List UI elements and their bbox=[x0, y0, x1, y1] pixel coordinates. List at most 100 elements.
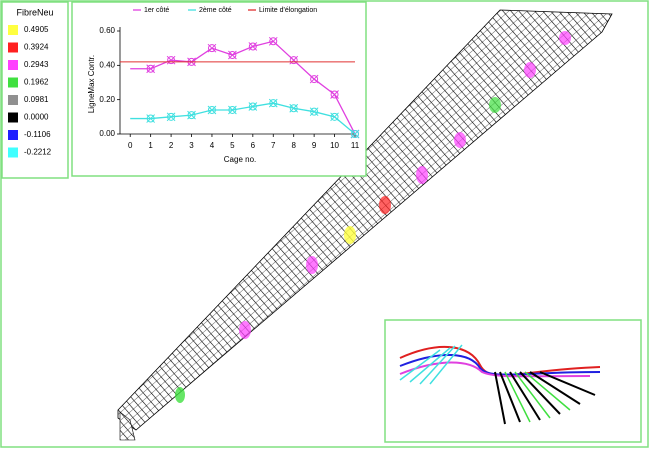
marker-circle bbox=[248, 102, 257, 111]
marker-circle bbox=[310, 75, 319, 84]
swatch bbox=[8, 95, 18, 105]
marker bbox=[207, 105, 217, 115]
marker-cross bbox=[207, 105, 217, 115]
marker-circle bbox=[351, 130, 359, 138]
scale-label: 0.2943 bbox=[24, 60, 49, 69]
swatch bbox=[8, 130, 18, 140]
legend-label: 1er côté bbox=[144, 7, 169, 14]
marker-cross bbox=[187, 110, 196, 120]
marker-cross bbox=[330, 90, 339, 99]
marker bbox=[309, 107, 319, 117]
marker-cross bbox=[146, 114, 156, 123]
mesh-view bbox=[117, 9, 613, 441]
marker-cross bbox=[166, 55, 176, 65]
scale-label: 0.4905 bbox=[24, 25, 49, 34]
marker-cross bbox=[166, 112, 176, 122]
marker bbox=[268, 98, 278, 108]
swatch bbox=[8, 42, 18, 53]
marker bbox=[146, 64, 156, 74]
marker-cross bbox=[146, 64, 156, 74]
x-tick-label: 3 bbox=[189, 141, 194, 150]
marker-circle bbox=[167, 112, 176, 121]
roll-diagram bbox=[384, 319, 642, 443]
x-tick-label: 11 bbox=[351, 141, 360, 150]
scale-label: -0.1106 bbox=[24, 130, 51, 139]
y-tick-label: 0.40 bbox=[99, 60, 115, 69]
x-tick-label: 9 bbox=[312, 141, 317, 150]
marker-cross bbox=[268, 98, 278, 108]
marker-circle bbox=[146, 64, 155, 73]
legend-label: 2ème côté bbox=[199, 7, 232, 14]
swatch bbox=[8, 60, 18, 70]
legend-label: Limite d'élongation bbox=[259, 7, 317, 14]
marker bbox=[350, 129, 360, 139]
x-tick-label: 7 bbox=[271, 141, 276, 150]
marker-circle bbox=[310, 107, 319, 116]
y-tick-label: 0.00 bbox=[99, 129, 115, 138]
x-tick-label: 5 bbox=[230, 141, 235, 150]
marker-cross bbox=[289, 103, 299, 113]
marker-circle bbox=[269, 99, 278, 108]
marker-circle bbox=[289, 104, 298, 113]
marker bbox=[309, 74, 319, 84]
marker-cross bbox=[309, 74, 319, 84]
marker-circle bbox=[207, 44, 216, 53]
scale-label: 0.1962 bbox=[24, 78, 49, 87]
marker bbox=[228, 50, 237, 60]
marker bbox=[330, 90, 339, 99]
marker-circle bbox=[228, 105, 237, 114]
scale-label: 0.0981 bbox=[24, 95, 49, 104]
marker bbox=[289, 103, 299, 113]
marker-circle bbox=[330, 112, 339, 121]
swatch bbox=[8, 147, 18, 158]
color-scale-panel: FibreNeu 0.4905 0.3924 0.2943 0.1962 0.0981 0… bbox=[1, 1, 69, 179]
x-tick-label: 8 bbox=[291, 141, 296, 150]
y-tick-label: 0.20 bbox=[99, 95, 115, 104]
marker-cross bbox=[248, 102, 258, 111]
marker-circle bbox=[207, 105, 216, 114]
marker-cross bbox=[350, 129, 360, 139]
scale-label: -0.2212 bbox=[24, 148, 52, 157]
marker bbox=[248, 102, 258, 111]
marker bbox=[166, 55, 176, 65]
marker-circle bbox=[248, 42, 257, 51]
marker bbox=[248, 42, 258, 51]
x-tick-label: 10 bbox=[330, 141, 339, 150]
y-axis-label: LigneMax Contr. bbox=[87, 55, 96, 113]
marker-cross bbox=[228, 105, 237, 115]
x-axis-label: Cage no. bbox=[224, 155, 256, 164]
marker-cross bbox=[289, 55, 299, 65]
swatch bbox=[8, 25, 18, 35]
marker-circle bbox=[269, 37, 278, 46]
x-tick-label: 6 bbox=[251, 141, 256, 150]
marker bbox=[330, 112, 339, 122]
marker-cross bbox=[330, 112, 339, 122]
marker-cross bbox=[228, 50, 237, 60]
scale-label: 0.0000 bbox=[24, 113, 49, 122]
marker bbox=[268, 36, 278, 46]
marker-cross bbox=[207, 43, 217, 53]
x-tick-label: 0 bbox=[128, 141, 133, 150]
marker-circle bbox=[187, 111, 196, 120]
marker-circle bbox=[146, 114, 155, 123]
y-tick-label: 0.60 bbox=[99, 26, 115, 35]
swatch bbox=[8, 77, 18, 88]
marker bbox=[146, 114, 156, 123]
swatch bbox=[8, 112, 18, 123]
marker-circle bbox=[228, 51, 237, 60]
marker bbox=[207, 43, 217, 53]
x-tick-label: 4 bbox=[210, 141, 215, 150]
marker bbox=[228, 105, 237, 115]
marker-cross bbox=[268, 36, 278, 46]
marker-cross bbox=[248, 42, 258, 51]
marker bbox=[187, 110, 196, 120]
marker-circle bbox=[167, 56, 176, 65]
marker bbox=[289, 55, 299, 65]
marker-cross bbox=[309, 107, 319, 117]
x-tick-label: 2 bbox=[169, 141, 174, 150]
marker-circle bbox=[289, 56, 298, 65]
marker bbox=[166, 112, 176, 122]
chart-panel: Cage no. LigneMax Contr. 0.00 0.20 0.40 0.6… bbox=[71, 1, 367, 177]
x-tick-label: 1 bbox=[148, 141, 153, 150]
